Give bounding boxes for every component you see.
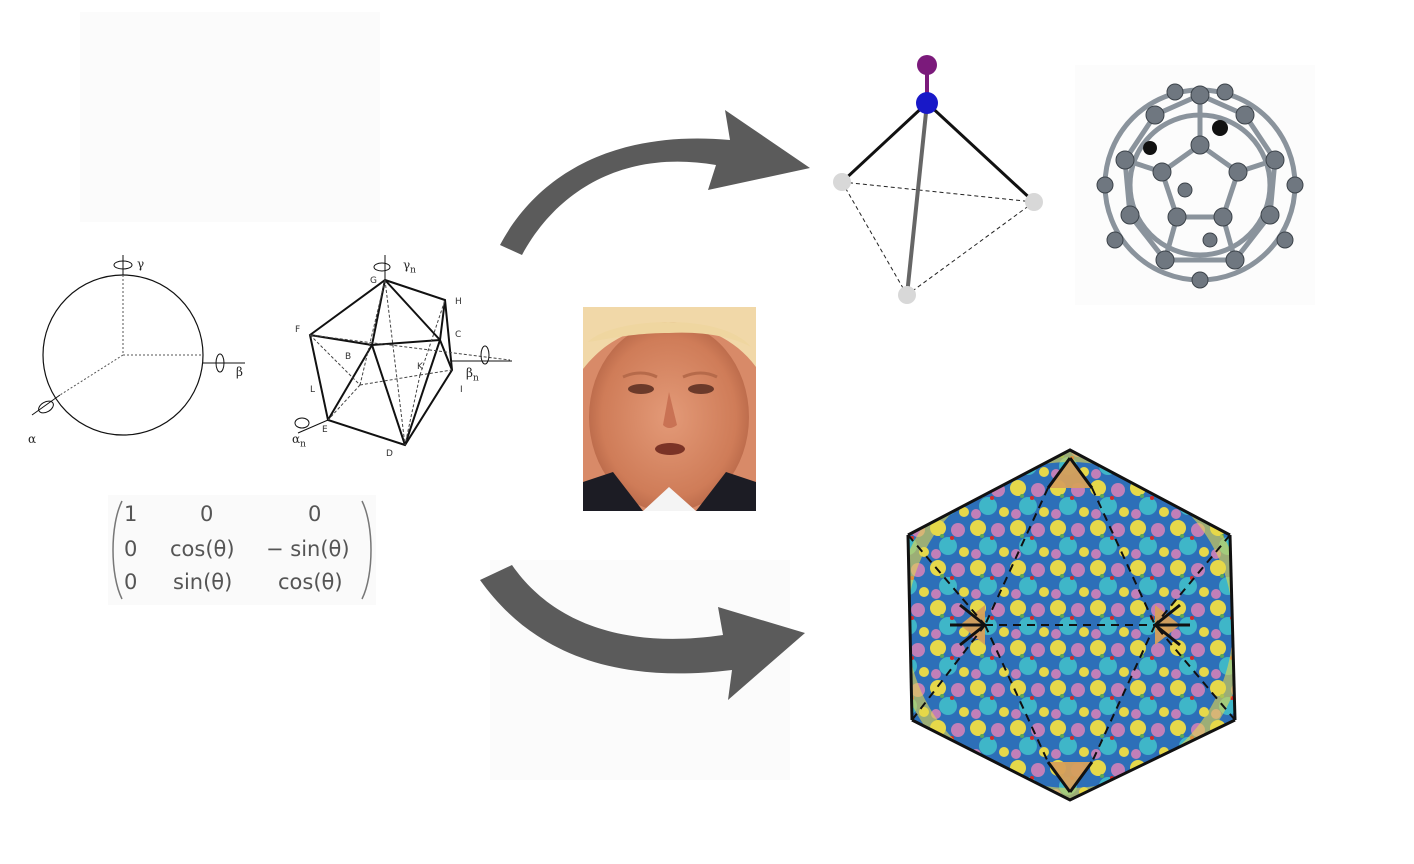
vertex-label-h: H: [455, 297, 462, 307]
matrix-cell: − sin(θ): [266, 537, 350, 561]
background-panel: [80, 12, 380, 222]
rotation-matrix: 1 0 0 0 cos(θ) − sin(θ) 0 sin(θ) cos(θ): [108, 495, 376, 605]
virus-capsid-icon: [906, 448, 1237, 802]
matrix-cell: cos(θ): [170, 537, 235, 561]
matrix-cell: 1: [124, 502, 138, 526]
gamma-n-label: γn: [403, 258, 416, 276]
vertex-label-l: L: [310, 385, 316, 395]
curved-arrow-up-icon: [500, 110, 810, 255]
vertex-label-i: I: [460, 385, 463, 395]
alpha-label: α: [28, 432, 37, 446]
tetrahedral-molecule-icon: [833, 55, 1043, 304]
matrix-cell: 0: [200, 502, 214, 526]
matrix-cell: 0: [308, 502, 322, 526]
vertex-label-f: F: [295, 325, 301, 335]
matrix-cell: 0: [124, 570, 138, 594]
beta-label: β: [236, 365, 243, 379]
vertex-label-b: B: [345, 352, 352, 362]
gamma-label: γ: [137, 257, 145, 271]
beta-n-label: βn: [466, 366, 479, 384]
matrix-cell: cos(θ): [278, 570, 343, 594]
vertex-label-c: C: [455, 330, 462, 340]
vertex-label-k: K: [417, 362, 423, 372]
vertex-label-d: D: [386, 449, 393, 459]
matrix-cell: 0: [124, 537, 138, 561]
portrait-image: [583, 307, 756, 511]
vertex-label-e: E: [322, 425, 328, 435]
icosahedron-icon: [294, 255, 512, 447]
vertex-label-g: G: [370, 276, 377, 286]
alpha-n-label: αn: [292, 432, 306, 450]
curved-arrow-down-icon: [480, 565, 805, 700]
matrix-cell: sin(θ): [173, 570, 233, 594]
fullerene-icon: [1096, 83, 1304, 289]
sphere-axes-icon: [31, 255, 245, 436]
